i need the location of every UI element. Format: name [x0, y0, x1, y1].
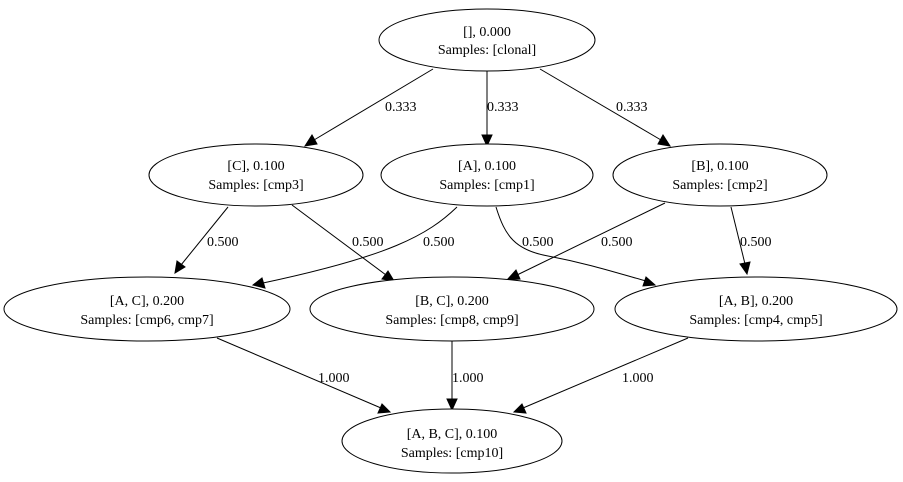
edge-label-c-to-bc: 0.500: [352, 235, 384, 250]
node-a: [A], 0.100 Samples: [cmp1]: [380, 143, 594, 207]
edge-label-root-to-c: 0.333: [385, 100, 417, 115]
node-bc-title: [B, C], 0.200: [415, 294, 489, 309]
edge-b-to-ab: 0.500: [730, 206, 772, 276]
node-b: [B], 0.100 Samples: [cmp2]: [612, 143, 828, 207]
edges: 0.333 0.333 0.333 0.500 0.500: [174, 68, 772, 414]
edge-label-root-to-b: 0.333: [616, 100, 648, 115]
edge-label-root-to-a: 0.333: [487, 100, 519, 115]
node-c-title: [C], 0.100: [227, 159, 284, 174]
node-abc-samples: Samples: [cmp10]: [401, 446, 503, 461]
edge-bc-to-abc: 1.000: [446, 341, 484, 412]
edge-ab-to-abc: 1.000: [512, 337, 689, 414]
edge-label-ac-to-abc: 1.000: [318, 371, 350, 386]
edge-a-to-ac: 0.500: [251, 206, 458, 289]
node-a-title: [A], 0.100: [458, 159, 516, 174]
node-c-samples: Samples: [cmp3]: [208, 178, 303, 193]
node-c: [C], 0.100 Samples: [cmp3]: [148, 143, 364, 207]
edge-b-to-bc: 0.500: [505, 202, 666, 281]
node-b-samples: Samples: [cmp2]: [672, 178, 767, 193]
edge-root-to-a: 0.333: [481, 71, 519, 148]
edge-a-to-ab: 0.500: [495, 206, 657, 287]
nodes: [], 0.000 Samples: [clonal] [C], 0.100 S…: [3, 8, 898, 474]
node-ac-samples: Samples: [cmp6, cmp7]: [80, 313, 213, 328]
edge-ac-to-abc: 1.000: [216, 337, 392, 414]
node-b-title: [B], 0.100: [691, 159, 748, 174]
edge-label-a-to-ac: 0.500: [423, 235, 455, 250]
edge-label-ab-to-abc: 1.000: [622, 371, 654, 386]
node-abc: [A, B, C], 0.100 Samples: [cmp10]: [341, 408, 563, 474]
node-ab: [A, B], 0.200 Samples: [cmp4, cmp5]: [614, 276, 898, 342]
node-ac-title: [A, C], 0.200: [110, 294, 184, 309]
node-ab-title: [A, B], 0.200: [719, 294, 793, 309]
node-root: [], 0.000 Samples: [clonal]: [378, 8, 596, 72]
edge-c-to-bc: 0.500: [291, 204, 395, 282]
node-ab-samples: Samples: [cmp4, cmp5]: [689, 313, 822, 328]
edge-label-c-to-ac: 0.500: [207, 235, 239, 250]
edge-label-b-to-ab: 0.500: [740, 235, 772, 250]
edge-root-to-c: 0.333: [303, 68, 434, 147]
node-a-samples: Samples: [cmp1]: [439, 178, 534, 193]
node-root-title: [], 0.000: [463, 25, 511, 40]
node-root-samples: Samples: [clonal]: [438, 43, 536, 58]
edge-label-a-to-ab: 0.500: [522, 235, 554, 250]
node-bc: [B, C], 0.200 Samples: [cmp8, cmp9]: [309, 276, 595, 342]
edge-c-to-ac: 0.500: [174, 206, 239, 274]
node-bc-samples: Samples: [cmp8, cmp9]: [385, 313, 518, 328]
edge-label-b-to-bc: 0.500: [601, 235, 633, 250]
edge-label-bc-to-abc: 1.000: [452, 371, 484, 386]
node-ac: [A, C], 0.200 Samples: [cmp6, cmp7]: [3, 276, 291, 342]
edge-root-to-b: 0.333: [539, 68, 672, 147]
node-abc-title: [A, B, C], 0.100: [407, 427, 498, 442]
